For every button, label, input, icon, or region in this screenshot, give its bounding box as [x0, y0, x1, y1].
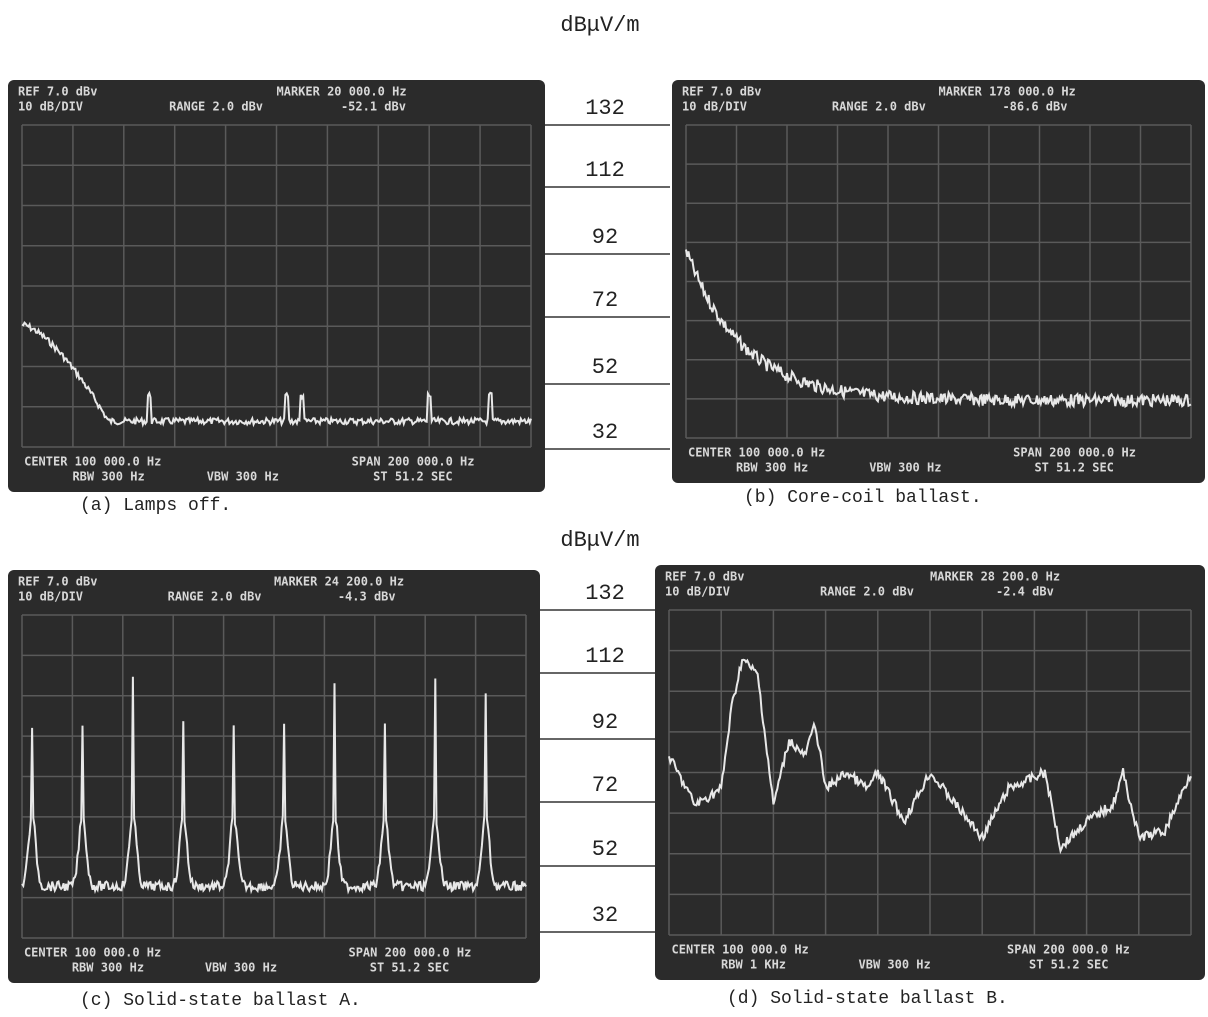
- scale-label: 32: [592, 903, 618, 928]
- screen-footer: SPAN 200 000.0 Hz: [1007, 943, 1130, 957]
- screen-header: -4.3 dBv: [338, 590, 396, 604]
- screen-header: 10 dB/DIV: [18, 100, 83, 114]
- screen-footer: VBW 300 Hz: [859, 958, 931, 972]
- unit-label: dBμV/m: [560, 528, 639, 553]
- screen-footer: VBW 300 Hz: [207, 470, 279, 484]
- scale-label: 132: [585, 96, 625, 121]
- screen-header: RANGE 2.0 dBv: [169, 100, 263, 114]
- screen-footer: SPAN 200 000.0 Hz: [348, 946, 471, 960]
- screen-footer: VBW 300 Hz: [869, 461, 941, 475]
- screen-footer: SPAN 200 000.0 Hz: [352, 455, 475, 469]
- screen-footer: ST 51.2 SEC: [1029, 958, 1108, 972]
- scale-label: 32: [592, 420, 618, 445]
- screen-footer: RBW 300 Hz: [72, 961, 144, 975]
- screen-footer: CENTER 100 000.0 Hz: [24, 946, 161, 960]
- screen-header: RANGE 2.0 dBv: [168, 590, 262, 604]
- screen-footer: RBW 1 KHz: [721, 958, 786, 972]
- screen-footer: ST 51.2 SEC: [370, 961, 449, 975]
- unit-label: dBμV/m: [560, 13, 639, 38]
- scale-label: 132: [585, 581, 625, 606]
- screen-header: MARKER 24 200.0 Hz: [274, 575, 404, 589]
- scale-label: 52: [592, 355, 618, 380]
- screen-header: 10 dB/DIV: [682, 100, 747, 114]
- screen-header: 10 dB/DIV: [665, 585, 730, 599]
- screen-footer: CENTER 100 000.0 Hz: [672, 943, 809, 957]
- screen-header: RANGE 2.0 dBv: [820, 585, 914, 599]
- screen-header: MARKER 20 000.0 Hz: [277, 85, 407, 99]
- screen-header: -86.6 dBv: [1002, 100, 1067, 114]
- caption: (b) Core-coil ballast.: [744, 488, 982, 508]
- screen-footer: RBW 300 Hz: [72, 470, 144, 484]
- screen-header: RANGE 2.0 dBv: [832, 100, 926, 114]
- screen-footer: SPAN 200 000.0 Hz: [1013, 446, 1136, 460]
- scale-label: 92: [592, 225, 618, 250]
- screen-footer: ST 51.2 SEC: [373, 470, 452, 484]
- screen-header: REF 7.0 dBv: [665, 570, 744, 584]
- screen-header: 10 dB/DIV: [18, 590, 83, 604]
- scale-label: 52: [592, 837, 618, 862]
- trace: [668, 658, 1192, 855]
- screen-footer: CENTER 100 000.0 Hz: [688, 446, 825, 460]
- caption: (a) Lamps off.: [80, 496, 231, 516]
- scale-label: 72: [592, 773, 618, 798]
- screen-footer: CENTER 100 000.0 Hz: [24, 455, 161, 469]
- scale-label: 92: [592, 710, 618, 735]
- trace: [685, 249, 1192, 410]
- scale-label: 112: [585, 644, 625, 669]
- screen-header: REF 7.0 dBv: [18, 575, 97, 589]
- scale-label: 112: [585, 158, 625, 183]
- scale-label: 72: [592, 288, 618, 313]
- screen-header: -52.1 dBv: [341, 100, 406, 114]
- screen-header: MARKER 178 000.0 Hz: [939, 85, 1076, 99]
- caption: (d) Solid-state ballast B.: [727, 989, 1008, 1009]
- trace: [21, 676, 527, 895]
- screen-footer: RBW 300 Hz: [736, 461, 808, 475]
- screen-header: REF 7.0 dBv: [682, 85, 761, 99]
- screen-header: REF 7.0 dBv: [18, 85, 97, 99]
- screen-header: MARKER 28 200.0 Hz: [930, 570, 1060, 584]
- screen-header: -2.4 dBv: [996, 585, 1054, 599]
- screen-footer: VBW 300 Hz: [205, 961, 277, 975]
- trace: [21, 321, 532, 428]
- caption: (c) Solid-state ballast A.: [80, 991, 361, 1011]
- screen-footer: ST 51.2 SEC: [1034, 461, 1113, 475]
